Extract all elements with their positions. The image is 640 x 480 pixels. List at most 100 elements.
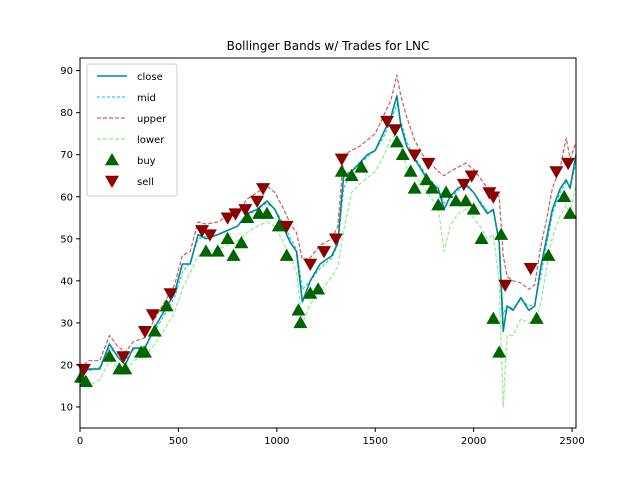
y-tick-label: 30 bbox=[60, 318, 73, 329]
sell-marker bbox=[561, 157, 576, 171]
sell-marker bbox=[328, 233, 343, 246]
buy-marker bbox=[198, 244, 213, 257]
x-tick-label: 2000 bbox=[461, 436, 486, 447]
buy-marker bbox=[210, 244, 225, 257]
series-lines bbox=[79, 74, 577, 408]
buy-marker bbox=[234, 236, 249, 249]
sell-marker bbox=[421, 157, 436, 171]
buy-marker bbox=[303, 286, 318, 299]
buy-marker bbox=[293, 315, 308, 329]
buy-marker bbox=[395, 147, 410, 160]
buy-marker bbox=[226, 248, 241, 261]
buy-marker bbox=[494, 227, 509, 240]
sell-marker bbox=[250, 195, 265, 208]
sell-marker bbox=[456, 178, 471, 192]
sell-marker bbox=[238, 204, 253, 217]
buy-marker bbox=[439, 185, 454, 198]
buy-marker bbox=[102, 349, 117, 362]
buy-marker bbox=[529, 311, 544, 324]
y-tick-label: 60 bbox=[60, 192, 73, 203]
chart-title: Bollinger Bands w/ Trades for LNC bbox=[227, 39, 430, 53]
buy-marker bbox=[118, 362, 133, 375]
sell-marker bbox=[228, 208, 243, 221]
buy-marker bbox=[240, 210, 255, 224]
y-tick-label: 20 bbox=[60, 360, 73, 371]
series-line-lower bbox=[80, 135, 577, 408]
x-axis: 0 500 1000 1500 2000 2500 bbox=[77, 428, 585, 447]
buy-marker bbox=[220, 231, 235, 245]
buy-marker bbox=[466, 202, 481, 215]
sell-marker bbox=[163, 288, 178, 301]
buy-marker bbox=[311, 282, 326, 295]
sell-marker bbox=[387, 124, 402, 137]
legend-symbol-buy bbox=[105, 153, 119, 166]
sell-marker bbox=[145, 309, 160, 322]
y-tick-label: 40 bbox=[60, 276, 73, 287]
sell-marker bbox=[303, 258, 318, 272]
buy-marker bbox=[541, 248, 556, 261]
y-axis: 10 20 30 40 50 60 70 80 90 bbox=[60, 66, 80, 413]
sell-marker bbox=[334, 153, 349, 166]
x-tick-label: 1000 bbox=[264, 436, 289, 447]
sell-marker bbox=[137, 326, 152, 339]
legend-box bbox=[86, 63, 178, 197]
buy-marker bbox=[334, 164, 349, 177]
legend-label-close: close bbox=[137, 72, 163, 83]
buy-marker bbox=[486, 311, 501, 324]
sell-marker bbox=[317, 246, 332, 259]
buy-marker bbox=[448, 193, 463, 207]
buy-marker bbox=[389, 135, 404, 148]
y-tick-label: 10 bbox=[60, 402, 73, 413]
buy-marker bbox=[147, 324, 162, 337]
sell-marker bbox=[256, 183, 271, 196]
sell-marker bbox=[498, 279, 513, 293]
y-tick-label: 50 bbox=[60, 234, 73, 245]
legend-label-mid: mid bbox=[137, 93, 156, 104]
buy-marker bbox=[291, 303, 306, 316]
plot-frame bbox=[79, 57, 577, 429]
y-tick-label: 90 bbox=[60, 66, 73, 77]
sell-marker bbox=[116, 351, 131, 364]
buy-marker bbox=[344, 168, 359, 181]
buy-marker bbox=[403, 164, 418, 177]
sell-marker bbox=[380, 115, 395, 129]
sell-marker bbox=[220, 212, 235, 225]
y-tick-label: 80 bbox=[60, 108, 73, 119]
buy-marker bbox=[159, 299, 174, 312]
y-tick-label: 70 bbox=[60, 150, 73, 161]
x-tick-label: 500 bbox=[169, 436, 188, 447]
legend: close mid upper lower buy sell bbox=[86, 63, 178, 197]
buy-marker bbox=[354, 160, 369, 173]
sell-marker bbox=[279, 220, 294, 234]
buy-marker bbox=[557, 189, 572, 202]
sell-marker bbox=[486, 191, 501, 204]
sell-marker bbox=[549, 166, 564, 179]
buy-marker bbox=[431, 198, 446, 211]
series-line-close bbox=[79, 95, 577, 379]
legend-label-sell: sell bbox=[137, 177, 154, 188]
buy-marker bbox=[259, 206, 274, 219]
x-tick-label: 2500 bbox=[559, 436, 584, 447]
buy-marker bbox=[425, 181, 440, 194]
buy-marker bbox=[563, 206, 578, 219]
buy-marker bbox=[474, 231, 489, 245]
sell-marker bbox=[202, 229, 217, 242]
sell-marker bbox=[464, 170, 479, 183]
sell-marker bbox=[407, 149, 422, 162]
x-tick-label: 0 bbox=[77, 436, 83, 447]
legend-label-lower: lower bbox=[137, 135, 165, 146]
buy-marker bbox=[407, 181, 422, 194]
x-tick-label: 1500 bbox=[363, 436, 388, 447]
legend-label-buy: buy bbox=[137, 156, 156, 167]
buy-marker bbox=[137, 345, 152, 358]
sell-marker bbox=[195, 225, 210, 238]
legend-symbol-sell bbox=[105, 175, 119, 188]
sell-marker bbox=[523, 262, 538, 276]
buy-marker bbox=[279, 248, 294, 261]
buy-marker bbox=[458, 193, 473, 207]
buy-marker bbox=[78, 374, 93, 387]
legend-label-upper: upper bbox=[137, 114, 167, 125]
trade-markers bbox=[73, 115, 578, 387]
buy-marker bbox=[492, 345, 507, 358]
